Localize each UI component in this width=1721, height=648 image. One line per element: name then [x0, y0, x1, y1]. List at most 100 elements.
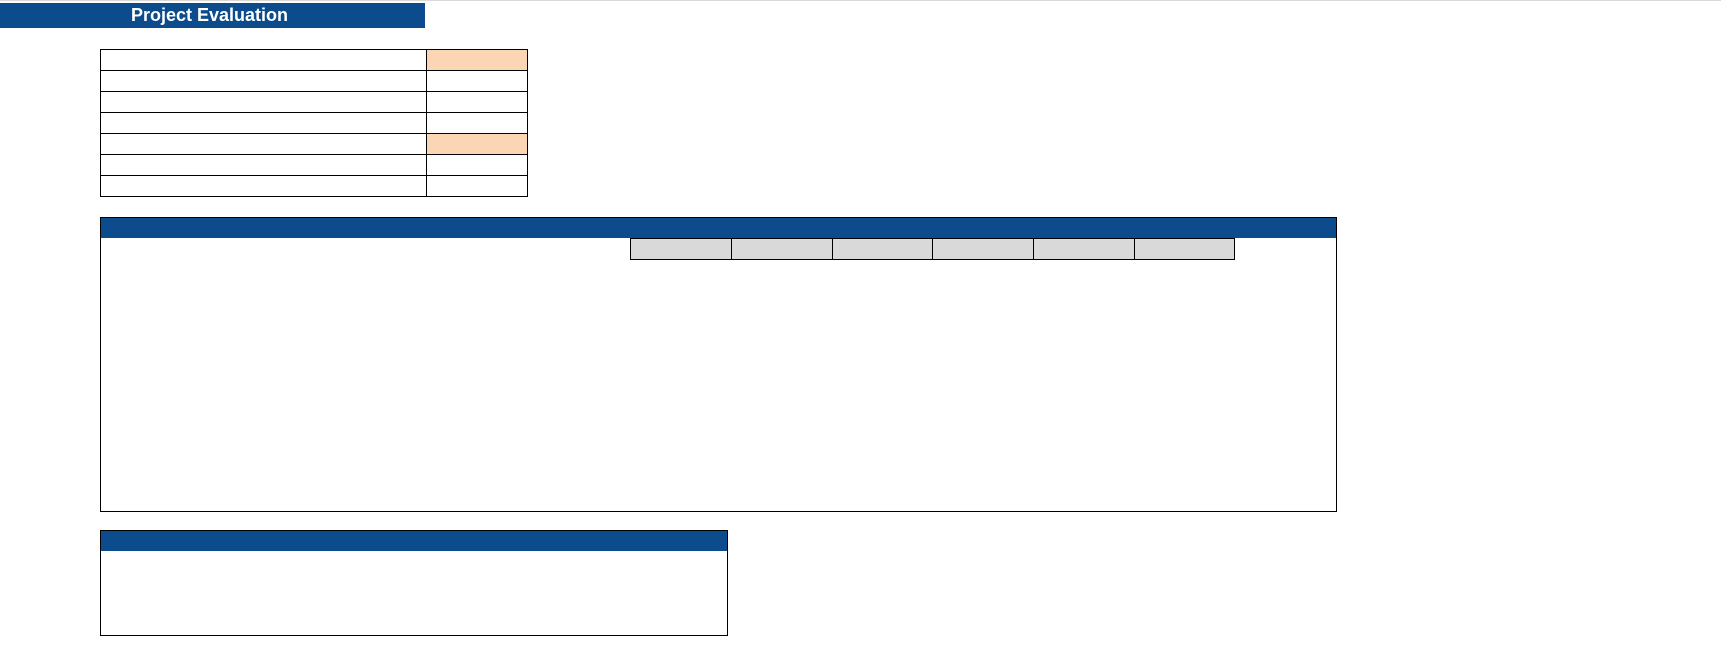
value-cell [807, 490, 907, 511]
period-3 [932, 238, 1033, 259]
value-cell [751, 280, 806, 301]
currency-symbol [1040, 280, 1052, 301]
period-divider [1134, 238, 1135, 259]
period-0 [630, 238, 731, 259]
period-1 [731, 238, 832, 259]
value-cell [1008, 469, 1109, 490]
value-cell [1053, 280, 1104, 301]
currency-symbol [939, 448, 951, 469]
input-value [426, 49, 528, 70]
period-divider [932, 238, 933, 259]
currency-symbol [1141, 343, 1153, 364]
currency-symbol [1141, 406, 1153, 427]
value-cell [1053, 322, 1098, 343]
value-cell [1053, 343, 1104, 364]
company-value-amount [630, 614, 728, 635]
currency-symbol [738, 406, 750, 427]
currency-symbol [1040, 406, 1052, 427]
currency-symbol [839, 322, 851, 343]
company-value-amount [650, 593, 721, 614]
row-label [100, 448, 623, 469]
currency-symbol [1242, 406, 1254, 427]
value-cell [1154, 448, 1205, 469]
valuation-outline [100, 217, 1337, 512]
row-line [100, 112, 528, 113]
input-label [100, 49, 429, 70]
currency-symbol [839, 427, 851, 448]
currency-symbol [939, 427, 951, 448]
row-label [100, 406, 623, 427]
input-value [446, 112, 521, 133]
value-cell [852, 448, 902, 469]
value-cell [751, 406, 806, 427]
currency-symbol [939, 301, 951, 322]
value-cell [1053, 301, 1098, 322]
currency-symbol [839, 406, 851, 427]
row-label [100, 427, 623, 448]
value-cell [952, 406, 1003, 427]
currency-symbol [637, 551, 649, 572]
currency-symbol [434, 91, 446, 112]
value-cell [852, 343, 902, 364]
row-label [100, 343, 623, 364]
currency-symbol [434, 70, 446, 91]
currency-symbol [1040, 448, 1052, 469]
page-title: Project Evaluation [0, 3, 425, 28]
currency-symbol [1040, 343, 1052, 364]
value-cell [1008, 385, 1109, 406]
value-cell [751, 322, 806, 343]
currency-symbol [1141, 280, 1153, 301]
value-cell [1109, 490, 1210, 511]
column-header-2024 [932, 218, 1033, 238]
column-header-2026 [1134, 218, 1235, 238]
input-value [446, 70, 521, 91]
company-value-label [100, 572, 623, 593]
company-value-amount [650, 572, 721, 593]
company-value-amount [650, 551, 721, 572]
column-header-Onwards [1235, 218, 1336, 238]
value-cell [751, 427, 796, 448]
value-cell [1109, 469, 1210, 490]
currency-symbol [738, 280, 750, 301]
value-cell [1154, 427, 1205, 448]
currency-symbol [1141, 448, 1153, 469]
value-cell [1053, 448, 1104, 469]
currency-symbol [637, 343, 649, 364]
value-cell [706, 385, 807, 406]
row-label [100, 301, 623, 322]
currency-symbol [939, 406, 951, 427]
value-cell [907, 385, 1008, 406]
value-cell [952, 280, 1003, 301]
column-header-2025 [1033, 218, 1134, 238]
sheet-top-gridline [0, 0, 1721, 1]
value-cell [1154, 322, 1205, 343]
inputs-divider [426, 49, 427, 197]
value-cell [907, 469, 1008, 490]
currency-symbol [839, 280, 851, 301]
row-label [100, 469, 623, 490]
currency-symbol [434, 112, 446, 133]
period-divider [1033, 238, 1034, 259]
period-5 [1134, 238, 1235, 259]
period-divider [731, 238, 732, 259]
value-cell [650, 406, 705, 427]
value-cell [952, 343, 1003, 364]
column-header-2022 [731, 218, 832, 238]
row-line [100, 133, 528, 134]
input-highlight [427, 50, 527, 70]
currency-symbol [637, 406, 649, 427]
value-cell [1154, 280, 1205, 301]
currency-symbol [939, 280, 951, 301]
currency-symbol [738, 322, 750, 343]
input-label [100, 154, 429, 175]
value-cell [952, 448, 1003, 469]
value-cell [751, 448, 796, 469]
row-line [100, 70, 528, 71]
currency-symbol [939, 343, 951, 364]
column-header-2023 [832, 218, 932, 238]
row-label [100, 322, 623, 343]
value-cell [1154, 301, 1199, 322]
value-cell [852, 427, 902, 448]
value-cell [751, 301, 802, 322]
valuation-header [101, 218, 630, 238]
